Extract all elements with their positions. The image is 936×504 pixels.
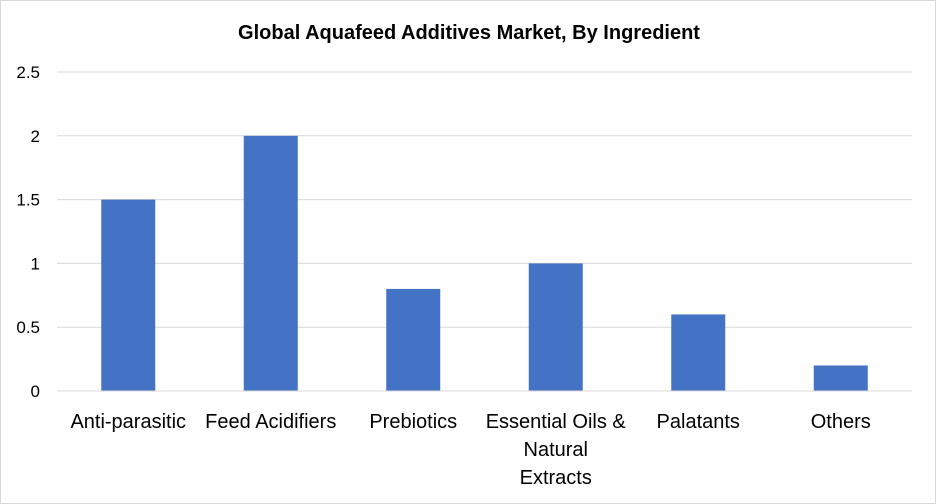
- y-tick-label: 2: [31, 127, 40, 146]
- x-axis-labels: Anti-parasitic Feed Acidifiers Prebiotics E…: [70, 411, 870, 489]
- y-tick-label: 2.5: [16, 63, 40, 82]
- bar: [528, 263, 583, 391]
- x-tick-label-line: Natural: [524, 439, 588, 461]
- x-tick-label: Essential Oils & Natural Extracts: [486, 411, 627, 489]
- y-tick-label: 1: [31, 254, 40, 273]
- bar: [101, 199, 156, 391]
- x-tick-label-line: Anti-parasitic: [70, 411, 186, 433]
- x-tick-label: Anti-parasitic: [70, 411, 186, 433]
- y-axis-ticks: 0 0.5 1 1.5 2 2.5: [16, 63, 40, 401]
- bar: [813, 365, 868, 391]
- bars: [101, 135, 868, 391]
- x-tick-label: Others: [811, 411, 871, 433]
- bar: [386, 288, 441, 391]
- x-tick-label-line: Palatants: [657, 411, 740, 433]
- bar: [243, 135, 298, 391]
- y-tick-label: 1.5: [16, 191, 40, 210]
- y-tick-label: 0: [31, 382, 40, 401]
- x-tick-label-line: Others: [811, 411, 871, 433]
- x-tick-label: Prebiotics: [369, 411, 457, 433]
- x-tick-label-line: Essential Oils &: [486, 411, 627, 433]
- x-tick-label-line: Feed Acidifiers: [205, 411, 336, 433]
- chart-title: Global Aquafeed Additives Market, By Ing…: [238, 22, 700, 44]
- x-tick-label-line: Extracts: [520, 467, 592, 489]
- y-tick-label: 0.5: [16, 318, 40, 337]
- bar: [671, 314, 726, 391]
- x-tick-label-line: Prebiotics: [369, 411, 457, 433]
- x-tick-label: Palatants: [657, 411, 740, 433]
- gridlines: [57, 71, 912, 328]
- x-tick-label: Feed Acidifiers: [205, 411, 336, 433]
